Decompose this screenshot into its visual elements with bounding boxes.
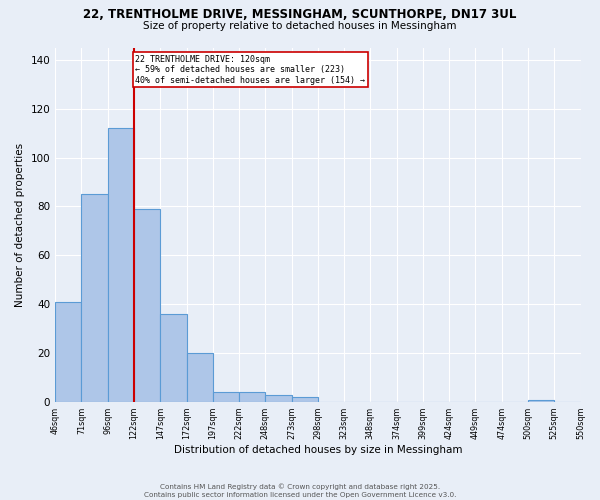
Y-axis label: Number of detached properties: Number of detached properties xyxy=(15,142,25,307)
Text: 22, TRENTHOLME DRIVE, MESSINGHAM, SCUNTHORPE, DN17 3UL: 22, TRENTHOLME DRIVE, MESSINGHAM, SCUNTH… xyxy=(83,8,517,20)
Bar xyxy=(292,397,318,402)
Text: Size of property relative to detached houses in Messingham: Size of property relative to detached ho… xyxy=(143,21,457,31)
Bar xyxy=(134,209,160,402)
Bar xyxy=(108,128,134,402)
Bar xyxy=(82,194,108,402)
Text: Contains HM Land Registry data © Crown copyright and database right 2025.
Contai: Contains HM Land Registry data © Crown c… xyxy=(144,484,456,498)
Bar xyxy=(55,302,82,402)
Bar xyxy=(160,314,187,402)
Bar xyxy=(187,353,213,402)
Text: 22 TRENTHOLME DRIVE: 120sqm
← 59% of detached houses are smaller (223)
40% of se: 22 TRENTHOLME DRIVE: 120sqm ← 59% of det… xyxy=(135,55,365,84)
X-axis label: Distribution of detached houses by size in Messingham: Distribution of detached houses by size … xyxy=(173,445,462,455)
Bar xyxy=(265,394,292,402)
Bar xyxy=(213,392,239,402)
Bar xyxy=(528,400,554,402)
Bar xyxy=(239,392,265,402)
